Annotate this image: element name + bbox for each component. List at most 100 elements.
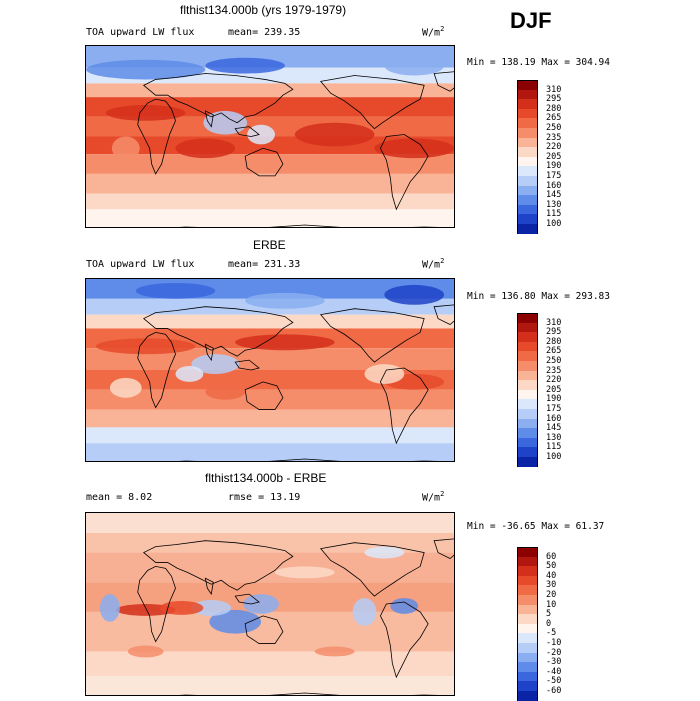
colorbar-tick-label: 50 [546,561,557,572]
panel3-title: flthist134.000b - ERBE [205,471,327,485]
colorbar-tick-label: 235 [546,132,562,143]
colorbar-tick-label: 235 [546,365,562,376]
colorbar-tick-label: 145 [546,190,562,201]
colorbar-swatch [517,223,538,234]
colorbar-tick-label: 190 [546,161,562,172]
panel1-map [85,45,455,228]
colorbar-tick-label: 115 [546,209,562,220]
colorbar-swatch [517,175,538,186]
colorbar-swatch [517,118,538,128]
panel2-mean: mean= 231.33 [228,259,301,270]
colorbar-swatch [517,332,538,342]
colorbar-tick-label: -60 [546,686,562,696]
colorbar-tick-label: 10 [546,599,557,610]
colorbar-swatch [517,604,538,615]
colorbar-swatch [517,195,538,205]
panel1-mean: mean= 239.35 [228,27,301,38]
colorbar-tick-label: -5 [546,628,557,639]
colorbar-swatch [517,575,538,586]
colorbar-swatch [517,585,538,595]
panel2-variable: TOA upward LW flux [86,259,195,270]
panel1-variable: TOA upward LW flux [86,27,195,38]
colorbar-tick-label: 115 [546,442,562,453]
colorbar-tick-label: 295 [546,94,562,105]
colorbar-tick-label: 220 [546,375,562,386]
colorbar-swatch [517,156,538,167]
colorbar-swatch [517,690,538,701]
colorbar-swatch [517,437,538,448]
colorbar-swatch [517,80,538,90]
colorbar-swatch [517,456,538,467]
panel3-colorbar: 60 50 40 30 20 10 5 0 -5 -10 -20 -30 -40 -50 -60 [517,547,561,701]
colorbar-tick-label: 30 [546,580,557,591]
colorbar-swatch [517,89,538,100]
colorbar-swatch [517,341,538,352]
colorbar-swatch [517,566,538,576]
colorbar-swatch [517,127,538,138]
panel3-units: W/m2 [422,490,445,504]
colorbar-tick-label: 175 [546,404,562,414]
colorbar-tick-label: 60 [546,551,557,562]
colorbar-swatch [517,556,538,567]
colorbar-tick-label: 130 [546,432,562,443]
colorbar-tick-label: -10 [546,638,562,648]
colorbar-tick-label: 250 [546,356,562,366]
panel3-map [85,512,455,696]
colorbar-tick-label: 130 [546,199,562,210]
colorbar-swatch [517,652,538,663]
colorbar-swatch [517,313,538,323]
colorbar-tick-label: -50 [546,676,562,687]
colorbar-tick-label: -30 [546,657,562,668]
colorbar-swatch [517,681,538,691]
colorbar-swatch [517,204,538,215]
panel2-minmax: Min = 136.80 Max = 293.83 [467,291,610,302]
colorbar-swatch [517,137,538,148]
colorbar-tick-label: 265 [546,346,562,357]
colorbar-tick-label: 190 [546,394,562,405]
colorbar-tick-label: 160 [546,180,562,191]
colorbar-tick-label: 295 [546,327,562,338]
panel1-title: flthist134.000b (yrs 1979-1979) [180,3,347,17]
colorbar-tick-label: 220 [546,142,562,153]
colorbar-swatch [517,418,538,429]
colorbar-swatch [517,428,538,438]
colorbar-swatch [517,447,538,457]
colorbar-swatch [517,594,538,605]
colorbar-swatch [517,214,538,224]
colorbar-tick-label: 20 [546,590,557,600]
colorbar-tick-label: 145 [546,423,562,434]
colorbar-swatch [517,185,538,196]
colorbar-swatch [517,360,538,371]
colorbar-swatch [517,380,538,390]
colorbar-tick-label: 5 [546,609,552,620]
panel2-map [85,278,455,462]
panel3-minmax: Min = -36.65 Max = 61.37 [467,521,605,532]
colorbar-tick-label: 205 [546,151,562,162]
colorbar-tick-label: 310 [546,84,562,95]
colorbar-swatch [517,642,538,653]
colorbar-tick-label: 310 [546,317,562,328]
colorbar-tick-label: 265 [546,113,562,124]
colorbar-swatch [517,166,538,176]
panel2-units: W/m2 [422,257,445,271]
colorbar-tick-label: 175 [546,171,562,181]
colorbar-swatch [517,399,538,409]
colorbar-tick-label: 40 [546,570,557,581]
panel2-colorbar: 310 295 280 265 250 235 220 205 190 175 160 145 130 1… [517,313,561,467]
colorbar-swatch [517,147,538,157]
colorbar-tick-label: 280 [546,336,562,347]
colorbar-swatch [517,351,538,361]
colorbar-tick-label: 160 [546,413,562,424]
colorbar-swatch [517,671,538,682]
season-label: DJF [510,8,552,33]
colorbar-tick-label: -20 [546,647,562,658]
colorbar-swatch [517,633,538,643]
panel3-rmse: rmse = 13.19 [228,492,301,503]
panel1-colorbar: 310 295 280 265 250 235 220 205 190 175 160 145 130 1… [517,80,561,234]
colorbar-tick-label: -40 [546,666,562,677]
colorbar-tick-label: 0 [546,618,552,629]
colorbar-tick-label: 250 [546,123,562,133]
colorbar-swatch [517,547,538,557]
colorbar-swatch [517,370,538,381]
panel1-minmax: Min = 138.19 Max = 304.94 [467,57,610,68]
